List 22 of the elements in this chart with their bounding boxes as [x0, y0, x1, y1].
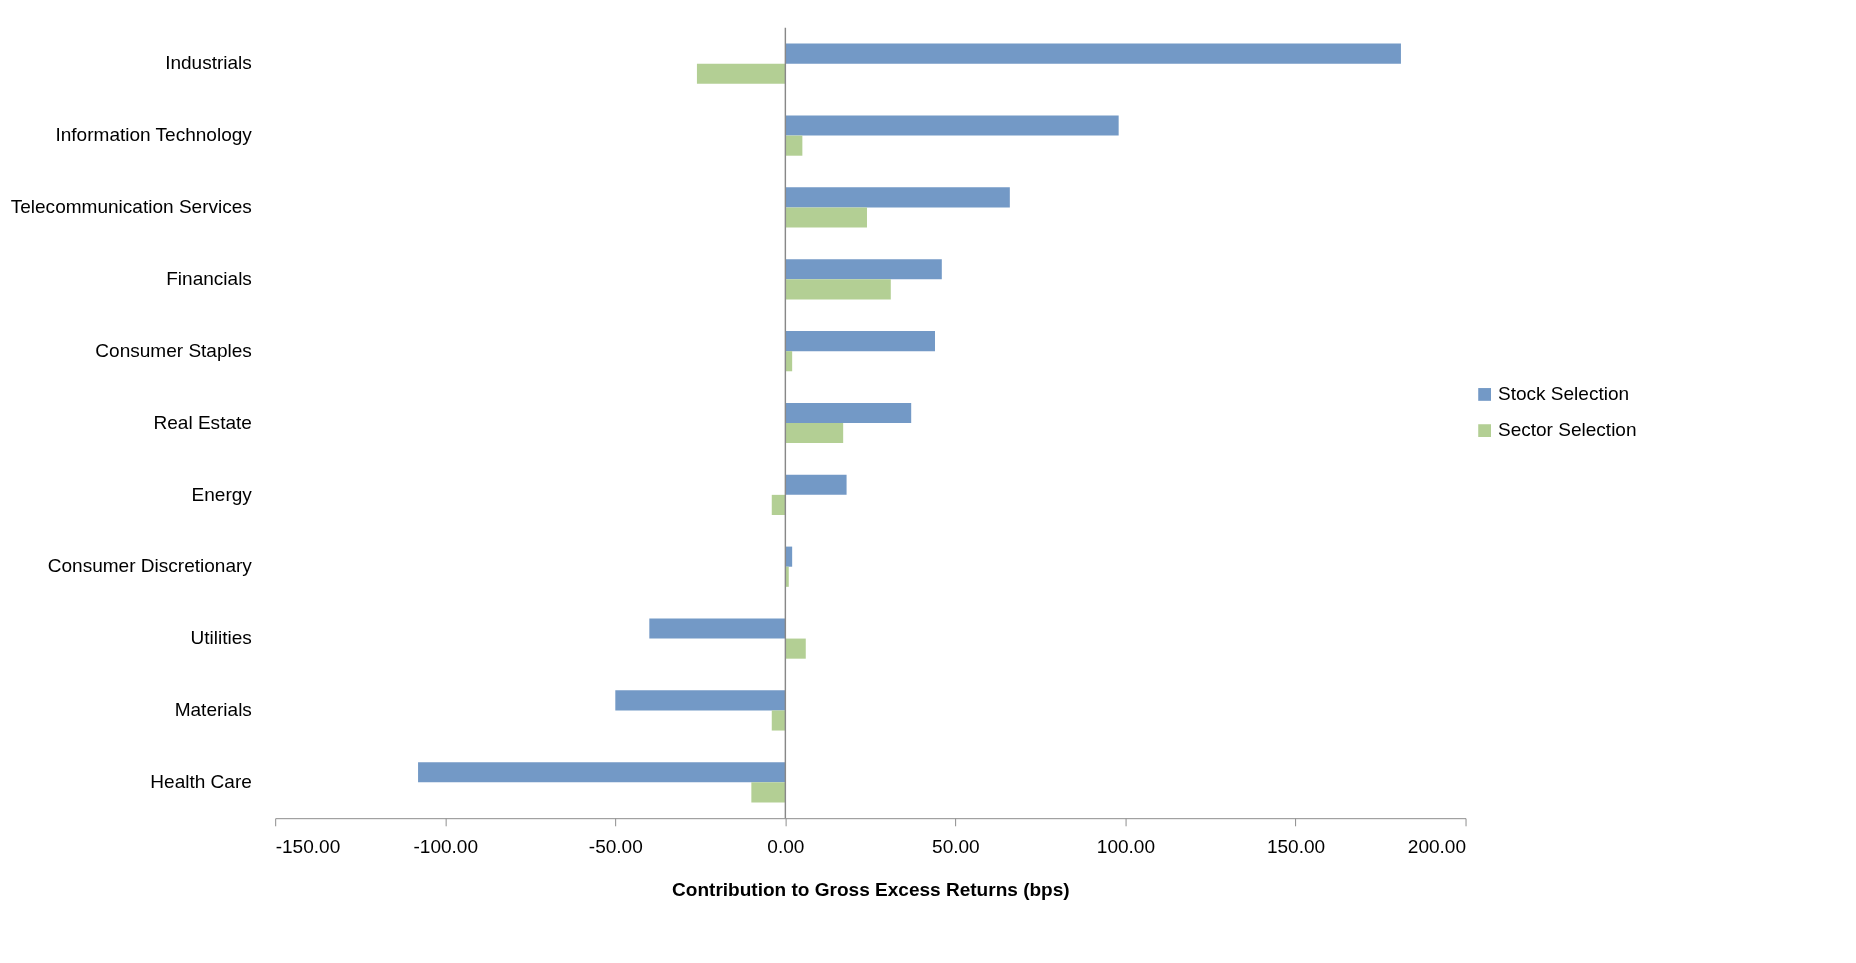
x-tick-label: 150.00: [1266, 835, 1326, 857]
y-tick-label: Consumer Staples: [95, 339, 252, 361]
y-tick-label: Financials: [166, 268, 252, 290]
y-tick-label: Industrials: [165, 52, 252, 74]
x-tick-label: -100.00: [413, 835, 479, 857]
legend-label: Sector Selection: [1497, 419, 1637, 441]
y-tick-label: Information Technology: [55, 124, 253, 146]
x-tick-label: 50.00: [932, 835, 980, 857]
y-tick-label: Health Care: [150, 770, 252, 792]
x-tick-label: 0.00: [767, 835, 805, 857]
x-axis-title: Contribution to Gross Excess Returns (bps): [672, 878, 1070, 900]
y-tick-label: Consumer Discretionary: [47, 555, 253, 577]
y-tick-label: Telecommunication Services: [10, 196, 252, 218]
legend-label: Stock Selection: [1497, 383, 1630, 405]
y-tick-label: Real Estate: [153, 411, 252, 433]
x-tick-label: -150.00: [275, 835, 341, 857]
x-tick-label: 100.00: [1096, 835, 1156, 857]
x-tick-label: 200.00: [1407, 835, 1467, 857]
y-tick-label: Utilities: [190, 627, 252, 649]
y-tick-label: Energy: [191, 483, 253, 505]
y-tick-label: Materials: [174, 699, 252, 721]
x-tick-label: -50.00: [588, 835, 643, 857]
